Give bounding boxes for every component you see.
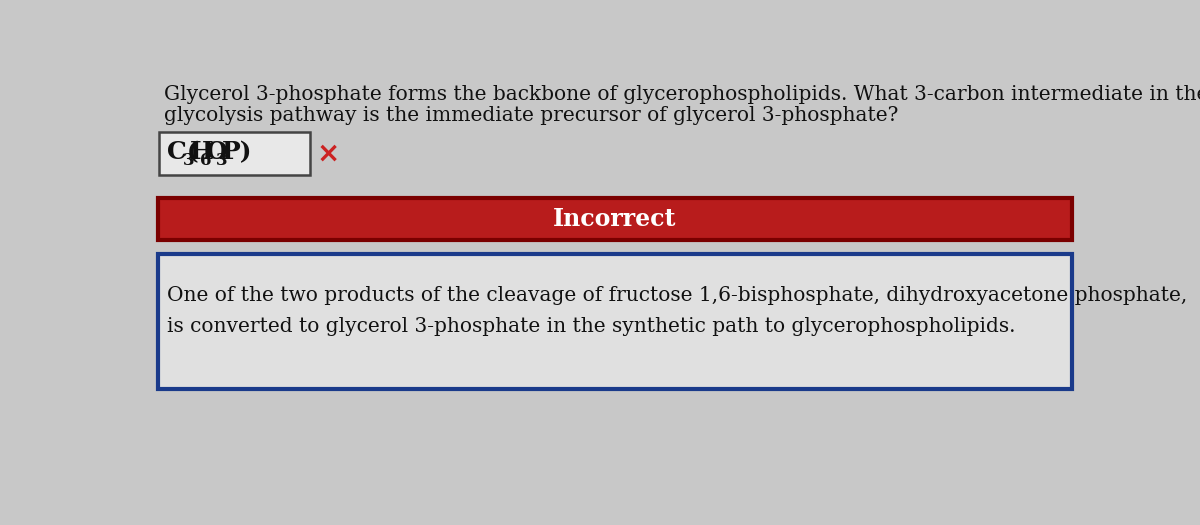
Text: C(: C( (167, 140, 199, 164)
Text: glycolysis pathway is the immediate precursor of glycerol 3-phosphate?: glycolysis pathway is the immediate prec… (164, 106, 899, 125)
FancyBboxPatch shape (157, 254, 1073, 388)
FancyBboxPatch shape (160, 132, 311, 175)
Text: 6: 6 (199, 152, 211, 170)
Text: 3: 3 (216, 152, 228, 170)
Text: ×: × (317, 140, 340, 168)
Text: O: O (206, 140, 228, 164)
Text: One of the two products of the cleavage of fructose 1,6-bisphosphate, dihydroxya: One of the two products of the cleavage … (167, 286, 1187, 306)
Text: Glycerol 3-phosphate forms the backbone of glycerophospholipids. What 3-carbon i: Glycerol 3-phosphate forms the backbone … (164, 85, 1200, 103)
FancyBboxPatch shape (157, 198, 1073, 240)
Text: P): P) (222, 140, 252, 164)
FancyBboxPatch shape (156, 196, 1074, 242)
Text: is converted to glycerol 3-phosphate in the synthetic path to glycerophospholipi: is converted to glycerol 3-phosphate in … (167, 317, 1015, 336)
Text: H: H (190, 140, 214, 164)
Text: Incorrect: Incorrect (553, 207, 677, 231)
Text: 3: 3 (184, 152, 194, 170)
